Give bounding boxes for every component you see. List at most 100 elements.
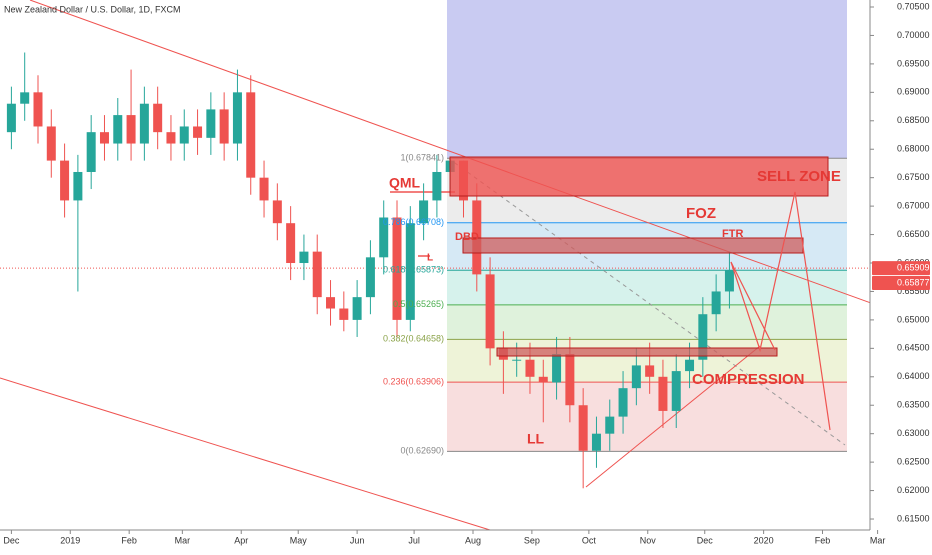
annotation: LL (527, 431, 545, 447)
fib-band (447, 304, 847, 340)
x-tick-label: Oct (582, 535, 597, 545)
projection-arrow (730, 191, 831, 431)
y-tick-label: 0.61500 (897, 513, 930, 523)
y-tick-label: 0.63000 (897, 428, 930, 438)
y-tick-label: 0.62000 (897, 485, 930, 495)
annotation: FTR (722, 228, 743, 240)
candle-body (711, 291, 721, 315)
x-tick-label: Dec (697, 535, 714, 545)
x-tick-label: 2019 (60, 535, 80, 545)
candle-body (724, 270, 734, 292)
candle-body (419, 200, 429, 224)
fib-label: 0.618(0.65873) (383, 265, 444, 275)
fib-label: 0.786(0.66708) (383, 217, 444, 227)
y-tick-label: 0.67500 (897, 172, 930, 182)
candle-body (618, 388, 628, 417)
candle-body (193, 126, 203, 138)
y-tick-label: 0.70000 (897, 30, 930, 40)
x-tick-label: Apr (234, 535, 248, 545)
candle-body (126, 115, 136, 144)
candle-body (631, 365, 641, 389)
y-tick-label: 0.62500 (897, 457, 930, 467)
candle-body (339, 308, 349, 320)
dbd-zone (462, 237, 804, 254)
candle-body (591, 433, 601, 451)
sell-zone (449, 156, 829, 197)
y-tick-label: 0.69000 (897, 87, 930, 97)
candle-body (605, 416, 615, 434)
y-tick-label: 0.69500 (897, 58, 930, 68)
candle-body (206, 109, 216, 138)
fib-label: 0(0.62690) (400, 446, 444, 456)
candle-body (286, 223, 296, 264)
x-tick-label: Feb (815, 535, 831, 545)
y-tick-label: 0.64000 (897, 371, 930, 381)
candle-body (272, 200, 282, 224)
candle-body (379, 217, 389, 258)
candle-body (259, 177, 269, 201)
fib-band (447, 382, 847, 452)
candle-body (179, 126, 189, 144)
trend-line (585, 345, 761, 488)
y-tick-label: 0.63500 (897, 400, 930, 410)
price-badge-label: 0.65877 (897, 277, 930, 287)
candle-body (671, 371, 681, 411)
chart-title: New Zealand Dollar / U.S. Dollar, 1D, FX… (4, 4, 181, 14)
x-tick-label: Nov (640, 535, 657, 545)
x-tick-label: May (290, 535, 308, 545)
y-tick-label: 0.65500 (897, 286, 930, 296)
candle-body (312, 251, 322, 298)
candle-body (352, 297, 362, 320)
annotation: L (427, 253, 433, 264)
candle-body (246, 92, 256, 178)
x-tick-label: Mar (175, 535, 191, 545)
candle-body (113, 115, 123, 144)
time-axis (0, 530, 932, 550)
candle-body (392, 217, 402, 320)
x-tick-label: Aug (465, 535, 481, 545)
x-tick-label: Sep (524, 535, 540, 545)
candle-body (405, 223, 415, 320)
candle-body (432, 171, 442, 201)
candle-body (219, 109, 229, 144)
y-tick-label: 0.68500 (897, 115, 930, 125)
x-tick-label: 2020 (754, 535, 774, 545)
candle-body (645, 365, 655, 377)
trend-line (447, 157, 846, 446)
candle-body (166, 132, 176, 144)
price-badge (872, 261, 930, 276)
projection-box (447, 0, 847, 159)
x-tick-label: Mar (870, 535, 886, 545)
annotation: COMPRESSION (692, 371, 805, 388)
candle-body (6, 103, 16, 133)
annotation: SELL ZONE (757, 168, 841, 185)
y-tick-label: 0.65000 (897, 314, 930, 324)
candle-body (60, 160, 70, 201)
fib-label: 0.382(0.64658) (383, 334, 444, 344)
trend-line (0, 377, 491, 531)
x-tick-label: Dec (3, 535, 20, 545)
x-tick-label: Jul (408, 535, 420, 545)
candle-body (20, 92, 30, 104)
y-tick-label: 0.64500 (897, 343, 930, 353)
candle-body (299, 251, 309, 264)
candle-body (565, 354, 575, 406)
y-tick-label: 0.66500 (897, 229, 930, 239)
x-tick-label: Feb (121, 535, 137, 545)
fib-band (447, 270, 847, 305)
candle-body (552, 354, 562, 383)
candle-body (685, 359, 695, 372)
drawings-front: 1(0.67841) 0.786(0.66708) 0.618(0.65873) 0.… (383, 153, 841, 456)
candle-body (86, 132, 96, 172)
candle-body (512, 359, 522, 361)
fib-label: 1(0.67841) (400, 153, 444, 163)
projection-arrow (730, 261, 776, 351)
candle-body (153, 103, 163, 133)
candle-body (698, 314, 708, 360)
candle-body (46, 126, 56, 161)
candle-body (525, 359, 535, 377)
candle-body (658, 376, 668, 411)
y-tick-label: 0.70500 (897, 1, 930, 11)
